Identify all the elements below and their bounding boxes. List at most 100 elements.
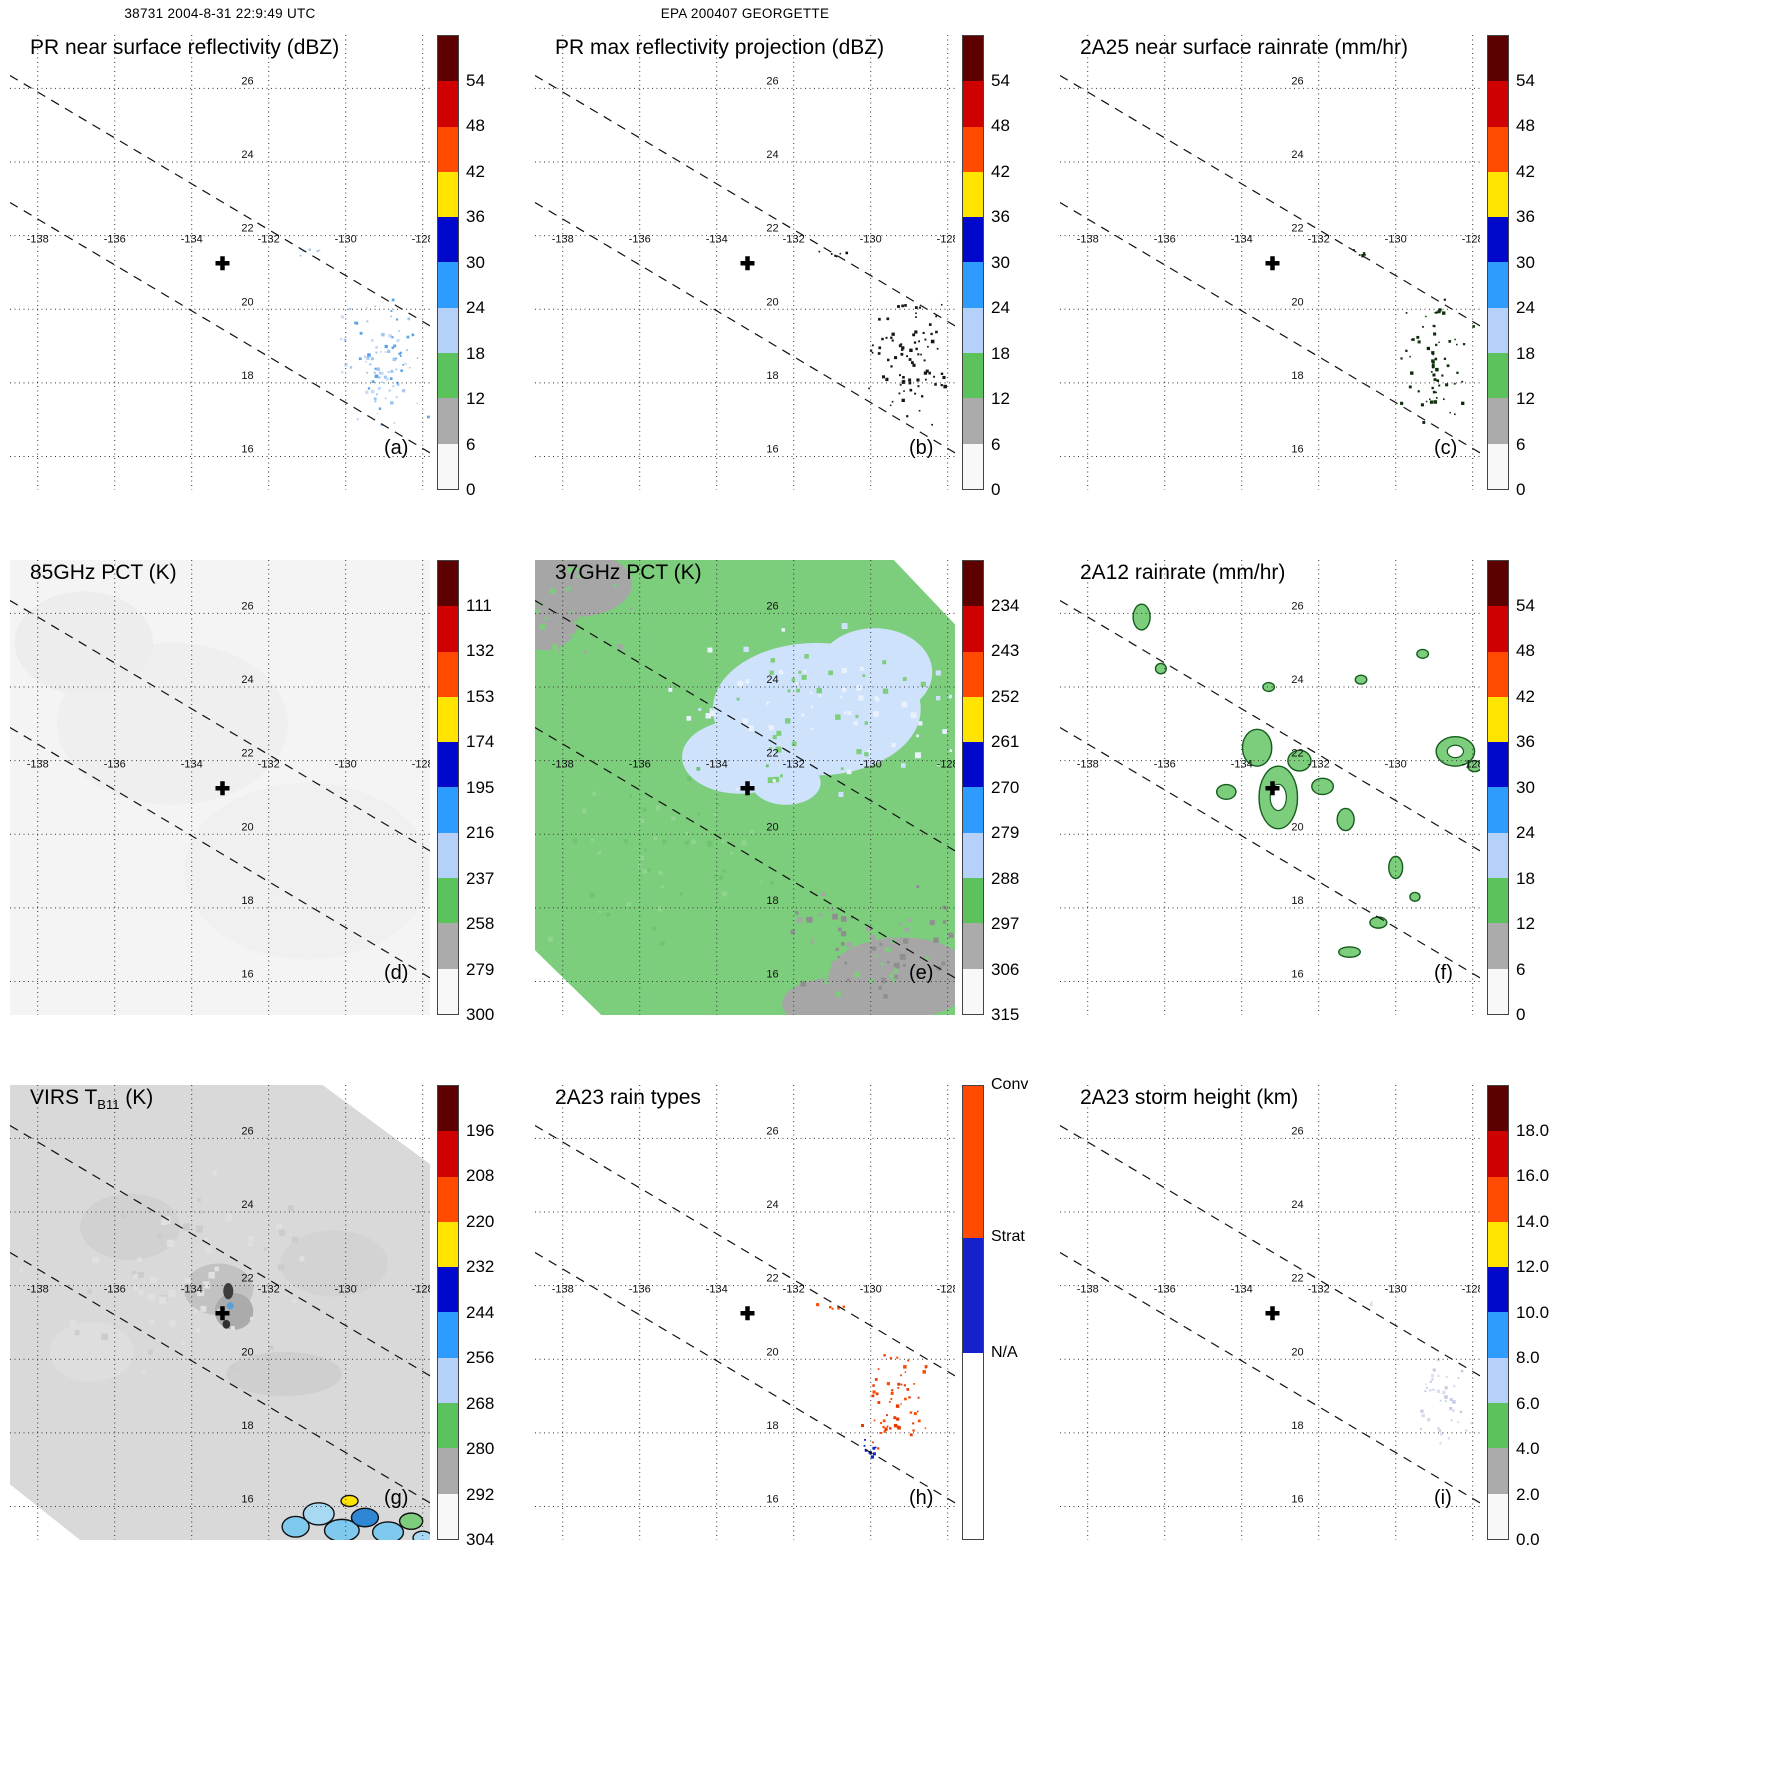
data-speckle bbox=[804, 654, 809, 659]
colorbar-g bbox=[437, 1085, 459, 1540]
map-e: -138 -136 -134 -132 -130 -128 26 24 22 20 18 16 bbox=[535, 560, 955, 1015]
data-speckle bbox=[935, 670, 941, 676]
data-speckle bbox=[576, 568, 579, 572]
data-speckle bbox=[900, 1403, 902, 1405]
colorbar-segment bbox=[438, 878, 458, 924]
data-speckle bbox=[919, 975, 925, 981]
lon-label: -134 bbox=[181, 758, 203, 770]
data-speckle bbox=[927, 964, 934, 971]
data-speckle bbox=[866, 926, 871, 932]
data-speckle bbox=[883, 1354, 886, 1357]
data-speckle bbox=[915, 312, 917, 315]
data-speckle bbox=[1410, 371, 1414, 375]
data-speckle bbox=[888, 1400, 891, 1403]
data-speckle bbox=[395, 357, 398, 360]
title-post: (K) bbox=[119, 1086, 154, 1109]
data-speckle bbox=[159, 1296, 167, 1305]
data-speckle bbox=[358, 357, 362, 361]
colorbar-segment bbox=[1488, 696, 1508, 743]
data-speckle bbox=[692, 757, 696, 762]
data-speckle bbox=[925, 369, 929, 373]
data-speckle bbox=[1408, 385, 1412, 389]
data-speckle bbox=[365, 390, 369, 394]
data-speckle bbox=[872, 1390, 876, 1394]
data-speckle bbox=[909, 388, 913, 392]
colorbar-segment bbox=[963, 36, 983, 82]
data-speckle bbox=[855, 714, 859, 718]
data-speckle bbox=[841, 687, 847, 693]
data-speckle bbox=[948, 694, 953, 699]
lon-label: -130 bbox=[1385, 1283, 1407, 1295]
data-speckle bbox=[908, 378, 912, 382]
data-speckle bbox=[841, 931, 847, 937]
map-a: -138 -136 -134 -132 -130 -128 26 24 22 20 18 16 bbox=[10, 35, 430, 490]
colorbar-label: Strat bbox=[991, 1228, 1025, 1246]
data-speckle bbox=[709, 710, 716, 717]
map-h: -138 -136 -134 -132 -130 -128 26 24 22 20 18 16 bbox=[535, 1085, 955, 1540]
data-speckle bbox=[847, 959, 853, 965]
data-speckle bbox=[864, 1438, 866, 1441]
data-speckle bbox=[1441, 374, 1444, 377]
lon-label: -128 bbox=[1462, 1283, 1480, 1295]
colorbar-tick-label: 30 bbox=[991, 252, 1010, 272]
data-speckle bbox=[863, 1444, 866, 1447]
data-speckle bbox=[906, 415, 909, 418]
lat-label: 26 bbox=[241, 600, 253, 612]
data-blob bbox=[184, 782, 430, 960]
data-speckle bbox=[581, 808, 587, 814]
data-speckle bbox=[1362, 252, 1366, 255]
lat-label: 18 bbox=[241, 370, 253, 382]
data-speckle bbox=[398, 352, 401, 356]
data-speckle bbox=[662, 839, 667, 845]
colorbar-segment bbox=[963, 968, 983, 1014]
colorbar-f bbox=[1487, 560, 1509, 1015]
lon-label: -138 bbox=[1077, 233, 1099, 245]
data-speckle bbox=[942, 375, 946, 380]
colorbar-segment bbox=[1488, 878, 1508, 924]
data-speckle bbox=[920, 353, 922, 356]
data-speckle bbox=[896, 1356, 899, 1359]
data-speckle bbox=[918, 340, 921, 343]
swath-edge-line bbox=[1060, 1251, 1480, 1504]
data-speckle bbox=[917, 1419, 921, 1423]
data-speckle bbox=[837, 1307, 840, 1310]
data-speckle bbox=[940, 303, 943, 306]
lon-label: -130 bbox=[335, 233, 357, 245]
lon-label: -128 bbox=[412, 758, 430, 770]
lat-label: 26 bbox=[766, 1125, 778, 1137]
data-speckle bbox=[1452, 1400, 1456, 1404]
lon-label: -134 bbox=[1231, 1283, 1253, 1295]
data-speckle bbox=[592, 791, 597, 796]
data-speckle bbox=[909, 1433, 913, 1437]
lon-label: -134 bbox=[706, 233, 728, 245]
data-speckle bbox=[901, 380, 906, 384]
data-speckle bbox=[359, 331, 363, 335]
data-speckle bbox=[830, 907, 834, 912]
colorbar-tick-label: 12 bbox=[1516, 389, 1535, 408]
colorbar-segment bbox=[1488, 1312, 1508, 1358]
data-speckle bbox=[652, 926, 657, 931]
data-blob bbox=[323, 1518, 360, 1540]
data-speckle bbox=[917, 1396, 920, 1399]
storm-center-cross bbox=[1265, 256, 1280, 271]
data-speckle bbox=[742, 718, 748, 724]
data-speckle bbox=[846, 978, 851, 982]
lat-label: 24 bbox=[766, 1199, 778, 1211]
data-speckle bbox=[1431, 1378, 1434, 1381]
colorbar-segment bbox=[1488, 968, 1508, 1014]
data-blob bbox=[49, 1322, 134, 1382]
data-speckle bbox=[370, 389, 375, 394]
data-speckle bbox=[918, 306, 922, 309]
data-blob bbox=[281, 1515, 310, 1538]
colorbar-segment bbox=[438, 832, 458, 879]
lon-label: -136 bbox=[629, 758, 651, 770]
data-speckle bbox=[908, 381, 912, 385]
panel-i-letter: (i) bbox=[1434, 1487, 1452, 1509]
data-speckle bbox=[401, 391, 404, 393]
colorbar-tick-label: 18 bbox=[1516, 343, 1535, 363]
colorbar-segment bbox=[1488, 1357, 1508, 1404]
data-speckle bbox=[893, 968, 899, 974]
data-speckle bbox=[795, 911, 799, 915]
lat-label: 20 bbox=[1291, 1346, 1303, 1358]
colorbar-segment bbox=[438, 217, 458, 263]
